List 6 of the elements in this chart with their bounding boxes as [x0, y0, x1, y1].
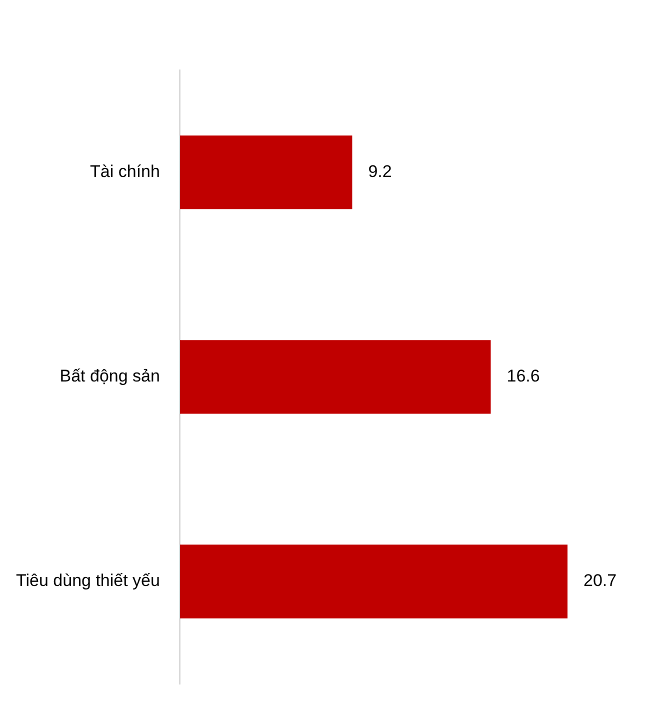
y-tick-label: Tiêu dùng thiết yếu — [16, 571, 160, 590]
data-label: 9.2 — [368, 162, 392, 181]
y-tick-label: Bất động sản — [60, 366, 160, 386]
data-label: 20.7 — [584, 571, 617, 590]
y-tick-label: Tài chính — [90, 162, 160, 181]
data-label: 16.6 — [506, 366, 540, 386]
